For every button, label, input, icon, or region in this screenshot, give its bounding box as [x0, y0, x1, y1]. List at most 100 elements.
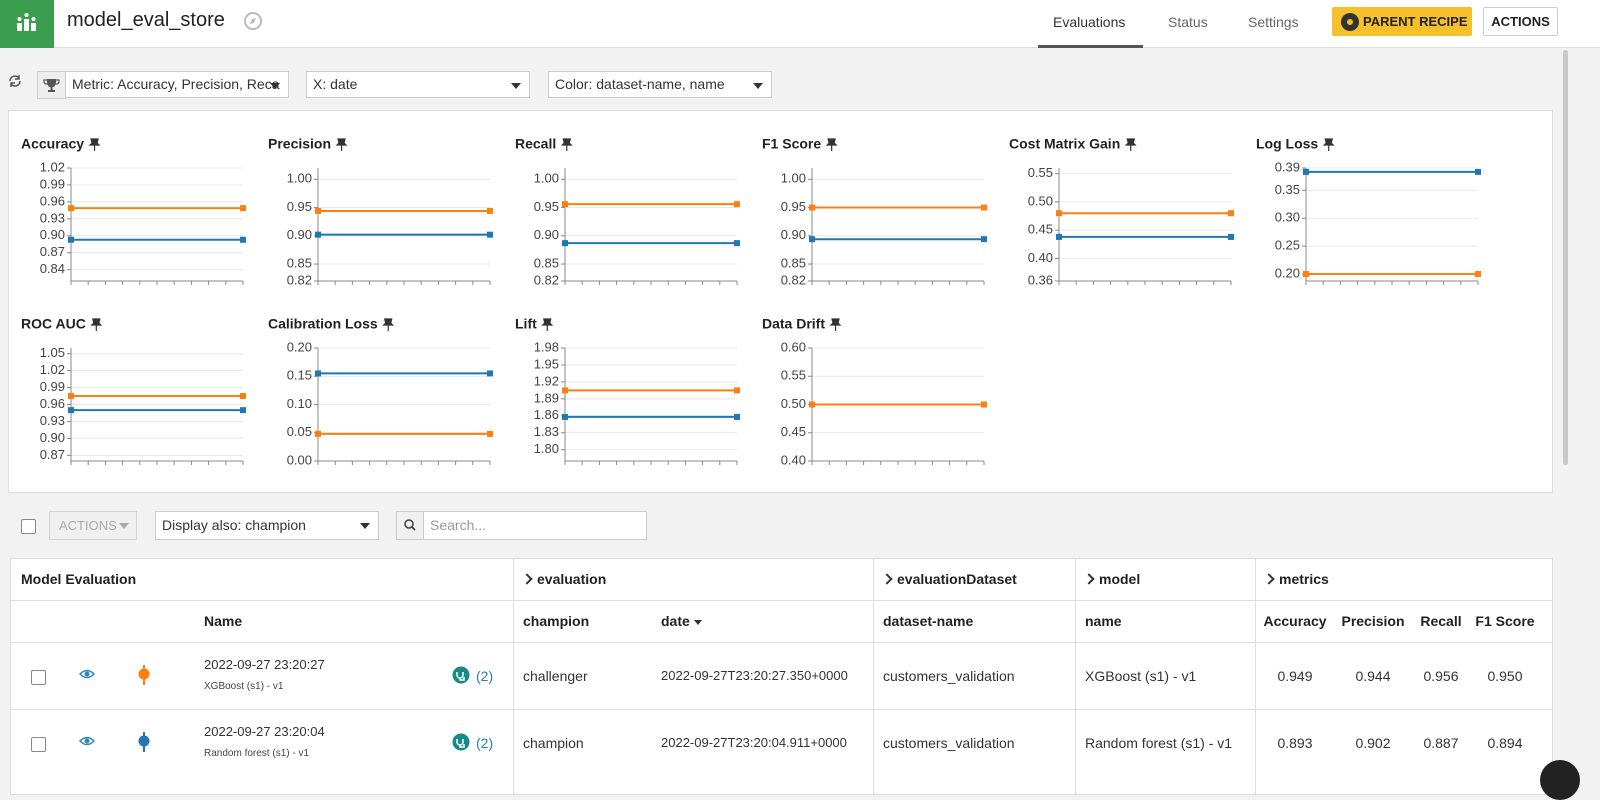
group-header-label: Model Evaluation	[21, 571, 137, 587]
point-marker	[981, 401, 987, 408]
refresh-icon[interactable]	[7, 73, 23, 89]
y-tick-label: 0.00	[287, 452, 312, 467]
point-marker	[487, 231, 493, 238]
column-header[interactable]: date	[661, 613, 702, 629]
y-tick-label: 0.82	[534, 272, 559, 287]
metric-label: Metric:	[72, 76, 114, 92]
point-marker	[1228, 210, 1234, 217]
column-header[interactable]: Accuracy	[1263, 613, 1327, 629]
pin-icon	[90, 318, 103, 331]
point-marker	[734, 240, 740, 247]
column-header[interactable]: champion	[523, 613, 590, 629]
y-tick-label: 1.89	[534, 390, 559, 405]
point-marker	[68, 205, 74, 212]
series-color-marker	[138, 665, 150, 685]
list-actions-button[interactable]: ACTIONS	[49, 511, 137, 540]
parent-recipe-button[interactable]: PARENT RECIPE	[1332, 7, 1472, 36]
y-tick-label: 0.30	[1275, 210, 1300, 225]
point-marker	[68, 236, 74, 243]
point-marker	[1228, 233, 1234, 240]
scrollbar[interactable]	[1563, 50, 1568, 465]
display-value: champion	[245, 517, 306, 533]
column-header[interactable]: F1 Score	[1475, 613, 1535, 629]
champion-cell: challenger	[523, 668, 588, 684]
display-also-dropdown[interactable]: Display also: champion	[155, 511, 379, 540]
model-cell: XGBoost (s1) - v1	[1085, 668, 1197, 684]
y-tick-label: 0.55	[781, 368, 806, 383]
group-header-label: evaluationDataset	[897, 571, 1017, 587]
metric-cell: 0.956	[1423, 668, 1459, 684]
y-tick-label: 0.45	[1028, 222, 1053, 237]
metric-cell: 0.894	[1487, 735, 1523, 751]
point-marker	[734, 387, 740, 394]
point-marker	[734, 201, 740, 208]
tab-settings[interactable]: Settings	[1248, 14, 1299, 30]
column-header[interactable]: Precision	[1341, 613, 1405, 629]
y-tick-label: 0.82	[781, 272, 806, 287]
list-actions-label: ACTIONS	[59, 518, 117, 533]
y-tick-label: 0.50	[781, 396, 806, 411]
point-marker	[240, 407, 246, 414]
row-checkbox[interactable]	[31, 670, 46, 685]
monitor-badge[interactable]	[452, 733, 470, 751]
pin-icon	[560, 138, 573, 151]
column-header[interactable]: Recall	[1420, 613, 1462, 629]
evaluation-name[interactable]: 2022-09-27 23:20:27	[204, 657, 325, 672]
color-dropdown[interactable]: Color: dataset-name, name	[548, 71, 772, 98]
y-tick-label: 0.82	[287, 272, 312, 287]
compass-icon[interactable]	[243, 11, 263, 31]
y-tick-label: 0.35	[1275, 182, 1300, 197]
monitor-count[interactable]: (2)	[476, 668, 494, 684]
x-dropdown[interactable]: X: date	[306, 71, 530, 98]
row-checkbox[interactable]	[31, 737, 46, 752]
point-marker	[68, 393, 74, 400]
visibility-toggle[interactable]	[79, 735, 95, 747]
header-actions-button[interactable]: ACTIONS	[1483, 7, 1558, 36]
metric-value: Accuracy, Precision, Reca	[117, 76, 280, 92]
pin-icon	[1124, 138, 1137, 151]
app-logo[interactable]	[0, 0, 54, 48]
group-header[interactable]: metrics	[1263, 571, 1329, 587]
point-marker	[315, 370, 321, 377]
column-divider	[873, 559, 874, 796]
metric-dropdown[interactable]: Metric: Accuracy, Precision, Reca	[65, 71, 289, 98]
group-header[interactable]: evaluation	[521, 571, 606, 587]
search-input[interactable]: Search...	[423, 511, 647, 540]
y-tick-label: 1.98	[534, 339, 559, 354]
pin-icon	[825, 138, 838, 151]
point-marker	[809, 401, 815, 408]
pin-icon	[829, 318, 842, 331]
visibility-toggle[interactable]	[79, 668, 95, 680]
group-header[interactable]: model	[1083, 571, 1140, 587]
tab-status[interactable]: Status	[1168, 14, 1208, 30]
chart-title: Log Loss	[1256, 136, 1318, 152]
evaluation-name[interactable]: 2022-09-27 23:20:04	[204, 724, 325, 739]
y-tick-label: 0.20	[287, 339, 312, 354]
model-cell: Random forest (s1) - v1	[1085, 735, 1233, 751]
column-header[interactable]: dataset-name	[883, 613, 974, 629]
series-color-marker	[138, 732, 150, 752]
monitor-count[interactable]: (2)	[476, 735, 494, 751]
select-all-checkbox[interactable]	[21, 519, 36, 534]
search-icon-box	[396, 511, 424, 540]
point-marker	[981, 204, 987, 211]
help-button[interactable]	[1540, 760, 1580, 800]
point-marker	[1303, 168, 1309, 175]
monitor-badge[interactable]	[452, 666, 470, 684]
y-tick-label: 1.00	[287, 171, 312, 186]
column-divider	[1075, 559, 1076, 796]
point-marker	[315, 207, 321, 214]
evaluation-model: XGBoost (s1) - v1	[204, 681, 284, 692]
y-tick-label: 0.15	[287, 368, 312, 383]
y-tick-label: 0.05	[287, 424, 312, 439]
column-header[interactable]: Name	[204, 613, 243, 629]
chart-title: Accuracy	[21, 136, 84, 152]
point-marker	[487, 430, 493, 437]
tab-evaluations[interactable]: Evaluations	[1053, 14, 1126, 30]
y-tick-label: 0.39	[1275, 159, 1300, 174]
y-tick-label: 1.83	[534, 424, 559, 439]
column-header[interactable]: name	[1085, 613, 1122, 629]
point-marker	[809, 236, 815, 243]
chart-title: Data Drift	[762, 316, 825, 332]
group-header[interactable]: evaluationDataset	[881, 571, 1017, 587]
